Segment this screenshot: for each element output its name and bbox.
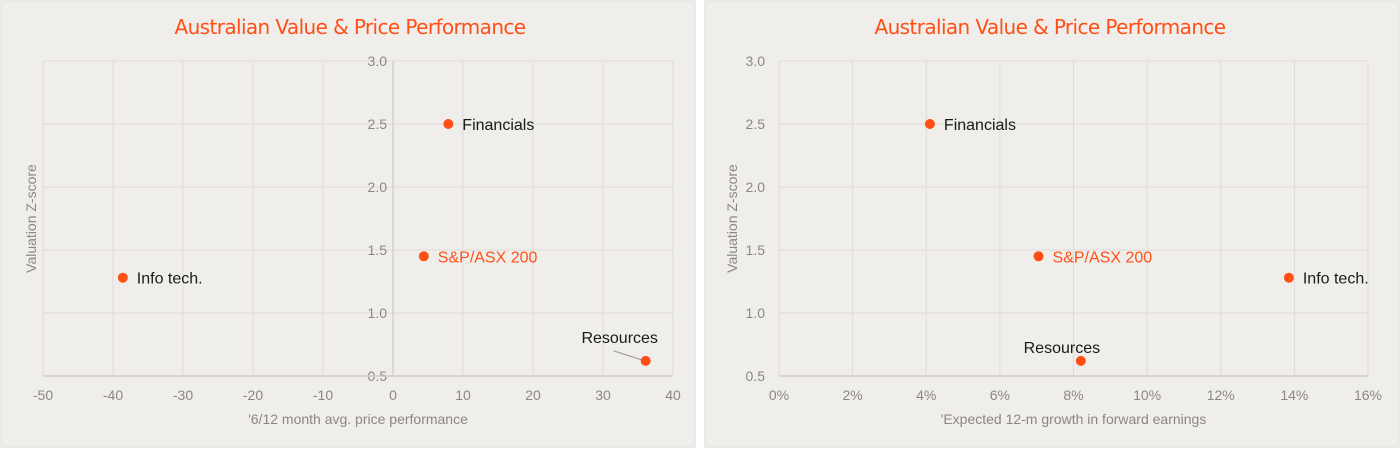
x-tick-label: 4% — [916, 387, 936, 403]
x-tick-label: 14% — [1280, 387, 1308, 403]
x-tick-label: 0 — [389, 387, 397, 403]
data-point — [924, 119, 935, 129]
x-tick-label: -20 — [243, 387, 263, 403]
y-tick-label: 1.0 — [746, 305, 766, 321]
data-point — [117, 272, 128, 283]
x-tick-label: 12% — [1207, 387, 1235, 403]
x-axis-label: 'Expected 12-m growth in forward earning… — [941, 411, 1207, 427]
x-tick-label: 2% — [843, 387, 863, 403]
x-tick-label: -10 — [313, 387, 333, 403]
x-tick-label: 6% — [990, 387, 1010, 403]
chart-title: Australian Value & Price Performance — [874, 15, 1225, 39]
x-tick-label: 10% — [1133, 387, 1161, 403]
point-label: Resources — [1024, 340, 1100, 357]
chart-2: Australian Value & Price Performance 0% 2%… — [704, 0, 1400, 448]
y-axis-label: Valuation Z-score — [724, 164, 740, 273]
x-tick-label: 10 — [455, 387, 471, 403]
x-tick-label: -40 — [103, 387, 123, 403]
point-label: S&P/ASX 200 — [1053, 249, 1153, 266]
point-label: Financials — [462, 117, 534, 134]
x-tick-label: 20 — [525, 387, 541, 403]
x-tick-label: -50 — [33, 387, 53, 403]
data-point — [640, 355, 651, 366]
x-tick-label: 30 — [595, 387, 611, 403]
data-point — [1075, 355, 1086, 366]
x-tick-label: 40 — [665, 387, 681, 403]
chart-panel — [704, 0, 1400, 448]
x-tick-label: 0% — [769, 387, 789, 403]
chart-1: Australian Value & Price Performance -50 -… — [0, 0, 696, 448]
data-point — [443, 119, 454, 129]
chart-panel — [0, 0, 696, 448]
point-label: Financials — [944, 117, 1016, 134]
leader-line — [613, 350, 642, 361]
y-tick-label: 3.0 — [368, 53, 388, 69]
point-label: Resources — [581, 330, 657, 347]
x-axis-label: '6/12 month avg. price performance — [248, 411, 468, 427]
chart-title: Australian Value & Price Performance — [174, 15, 525, 39]
y-tick-label: 1.5 — [368, 242, 388, 258]
y-tick-label: 2.5 — [746, 116, 766, 132]
data-point — [1033, 251, 1044, 262]
y-tick-label: 2.0 — [746, 179, 766, 195]
y-tick-label: 3.0 — [746, 53, 766, 69]
point-label: Info tech. — [137, 271, 203, 288]
point-label: S&P/ASX 200 — [438, 249, 538, 266]
y-axis-label: Valuation Z-score — [23, 164, 39, 273]
x-tick-label: -30 — [173, 387, 193, 403]
x-tick-label: 8% — [1063, 387, 1083, 403]
x-tick-label: 16% — [1354, 387, 1382, 403]
y-tick-label: 0.5 — [746, 368, 766, 384]
data-point — [1283, 272, 1294, 283]
y-tick-label: 2.5 — [368, 116, 388, 132]
data-point — [418, 251, 429, 262]
y-tick-label: 1.5 — [746, 242, 766, 258]
point-label: Info tech. — [1303, 271, 1369, 288]
y-tick-label: 2.0 — [368, 179, 388, 195]
y-tick-label: 1.0 — [368, 305, 388, 321]
